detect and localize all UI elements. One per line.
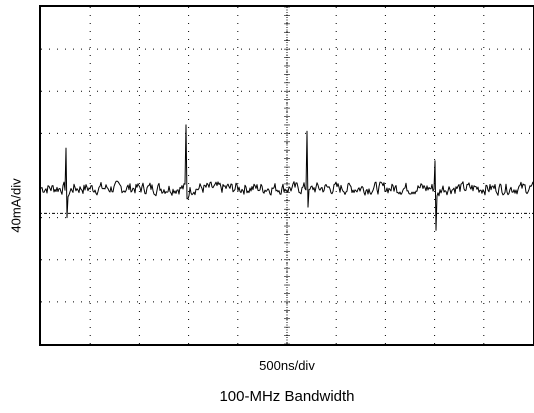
current-trace xyxy=(40,124,534,231)
chart-caption: 100-MHz Bandwidth xyxy=(219,388,355,405)
plot-frame xyxy=(39,5,534,346)
graticule xyxy=(41,6,533,345)
y-axis-label: 40mA/div xyxy=(8,177,24,233)
x-axis-label: 500ns/div xyxy=(259,358,315,373)
